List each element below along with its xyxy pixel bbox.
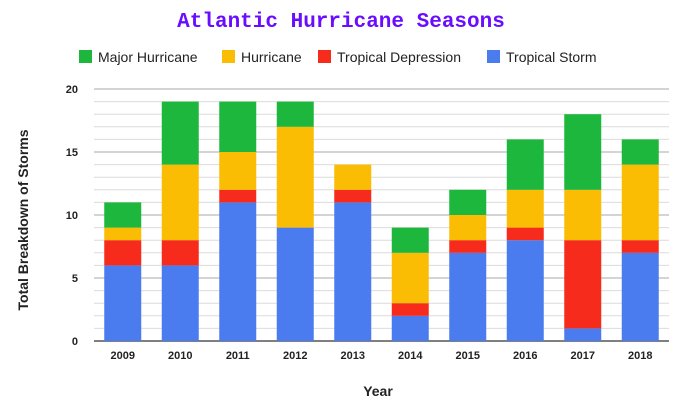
- bar-tropical-storm-2018: [621, 252, 659, 341]
- bar-major-hurricane-2014: [391, 227, 429, 253]
- bar-tropical-storm-2009: [104, 265, 142, 341]
- y-tick-label: 0: [72, 336, 78, 348]
- bar-tropical-depression-2018: [621, 240, 659, 253]
- x-tick-label: 2009: [111, 350, 135, 362]
- legend-swatch-major-hurricane: [79, 50, 92, 63]
- bar-major-hurricane-2015: [449, 189, 487, 215]
- y-axis-label: Total Breakdown of Storms: [15, 129, 31, 310]
- legend-label-hurricane: Hurricane: [241, 49, 302, 65]
- bar-tropical-storm-2014: [391, 315, 429, 341]
- bar-hurricane-2014: [391, 252, 429, 304]
- x-tick-label: 2011: [226, 350, 250, 362]
- bar-hurricane-2018: [621, 164, 659, 241]
- bar-major-hurricane-2012: [276, 101, 314, 127]
- bar-major-hurricane-2011: [219, 101, 257, 152]
- legend-label-tropical-depression: Tropical Depression: [337, 49, 461, 65]
- x-tick-label: 2018: [628, 350, 652, 362]
- x-tick-label: 2017: [571, 350, 595, 362]
- bar-tropical-storm-2016: [506, 240, 544, 341]
- bars: [104, 101, 659, 341]
- bar-major-hurricane-2009: [104, 202, 142, 228]
- bar-tropical-storm-2017: [564, 328, 602, 341]
- bar-hurricane-2012: [276, 126, 314, 228]
- bar-tropical-depression-2011: [219, 189, 257, 203]
- bar-hurricane-2015: [449, 215, 487, 241]
- legend-swatch-tropical-depression: [318, 50, 331, 63]
- y-tick-label: 10: [66, 210, 78, 222]
- y-tick-label: 5: [72, 273, 78, 285]
- bar-tropical-storm-2011: [219, 202, 257, 341]
- legend-label-major-hurricane: Major Hurricane: [98, 49, 198, 65]
- bar-tropical-depression-2010: [161, 240, 199, 266]
- x-tick-label: 2015: [456, 350, 480, 362]
- bar-major-hurricane-2016: [506, 139, 544, 190]
- bar-tropical-storm-2012: [276, 227, 314, 341]
- bar-tropical-depression-2014: [391, 303, 429, 316]
- legend-label-tropical-storm: Tropical Storm: [506, 49, 597, 65]
- bar-tropical-storm-2015: [449, 252, 487, 341]
- x-tick-label: 2013: [341, 350, 365, 362]
- x-axis-ticks: 2009 2010 2011 2012 2013 2014 2015 2016 2017 2018: [111, 350, 653, 362]
- bar-hurricane-2010: [161, 164, 199, 241]
- y-tick-label: 15: [66, 147, 78, 159]
- bar-hurricane-2009: [104, 227, 142, 241]
- bar-tropical-depression-2016: [506, 227, 544, 241]
- x-tick-label: 2014: [398, 350, 423, 362]
- bar-tropical-depression-2015: [449, 240, 487, 253]
- y-tick-label: 20: [66, 84, 78, 96]
- x-tick-label: 2010: [168, 350, 192, 362]
- bar-hurricane-2011: [219, 152, 257, 190]
- x-tick-label: 2016: [513, 350, 537, 362]
- bar-major-hurricane-2017: [564, 114, 602, 190]
- y-axis-ticks: 0 5 10 15 20: [66, 84, 78, 348]
- legend: Major Hurricane Hurricane Tropical Depress…: [79, 49, 597, 65]
- bar-tropical-storm-2010: [161, 265, 199, 341]
- bar-hurricane-2013: [334, 164, 372, 190]
- legend-swatch-tropical-storm: [487, 50, 500, 63]
- bar-major-hurricane-2010: [161, 101, 199, 165]
- bar-tropical-depression-2009: [104, 240, 142, 266]
- bar-tropical-storm-2013: [334, 202, 372, 341]
- bar-tropical-depression-2013: [334, 189, 372, 203]
- legend-swatch-hurricane: [222, 50, 235, 63]
- x-tick-label: 2012: [283, 350, 307, 362]
- x-axis-label: Year: [363, 383, 393, 399]
- bar-hurricane-2016: [506, 189, 544, 228]
- chart-title: Atlantic Hurricane Seasons: [177, 11, 505, 34]
- bar-hurricane-2017: [564, 189, 602, 241]
- bar-major-hurricane-2018: [621, 139, 659, 165]
- bar-tropical-depression-2017: [564, 240, 602, 329]
